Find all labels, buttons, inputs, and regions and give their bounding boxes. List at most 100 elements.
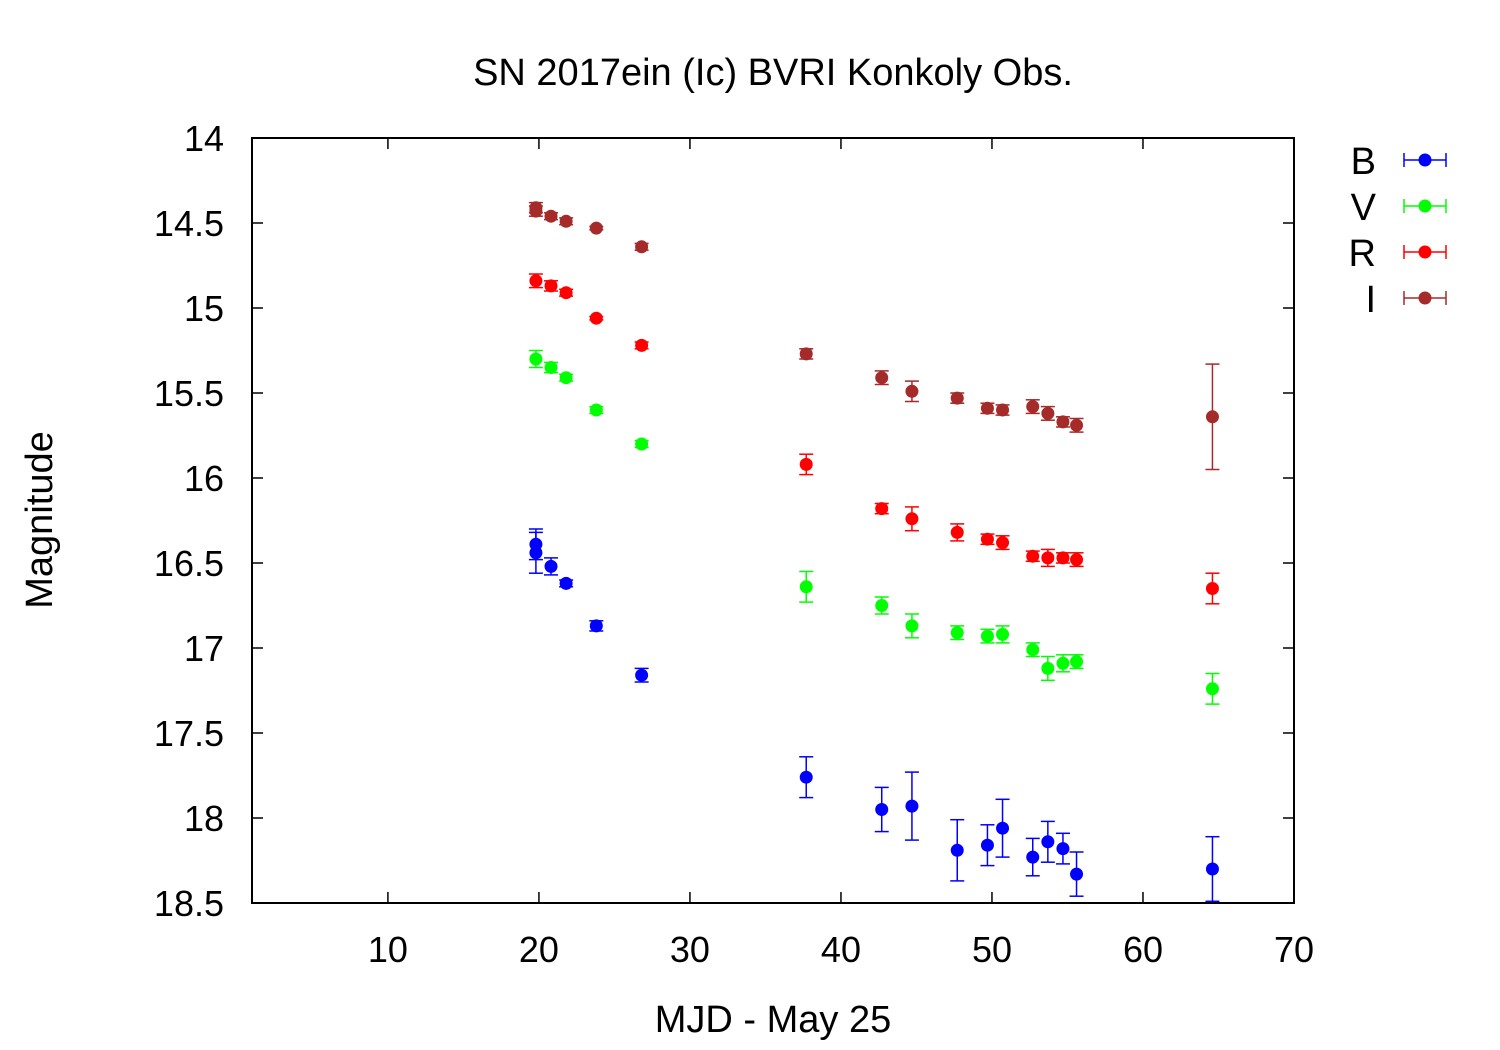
data-point — [950, 626, 964, 640]
x-tick-label: 50 — [972, 929, 1012, 970]
series-B — [528, 528, 1220, 903]
data-point — [559, 371, 573, 385]
data-point — [529, 204, 543, 218]
data-point — [529, 352, 543, 366]
data-point — [875, 502, 889, 516]
legend-label-R: R — [1349, 233, 1376, 275]
data-point — [980, 532, 994, 546]
series-I — [528, 201, 1220, 471]
y-tick-label: 18 — [184, 798, 224, 839]
data-point — [1056, 415, 1070, 429]
data-point — [1070, 418, 1084, 432]
x-tick-label: 20 — [519, 929, 559, 970]
data-point — [1070, 655, 1084, 669]
data-point — [589, 311, 603, 325]
legend-label-B: B — [1351, 141, 1376, 183]
data-point — [875, 371, 889, 385]
data-point — [875, 803, 889, 816]
series-V — [528, 349, 1220, 705]
data-point — [980, 401, 994, 415]
data-point — [1056, 656, 1070, 670]
legend-label-V: V — [1351, 187, 1377, 229]
data-point — [544, 279, 558, 293]
y-tick-label: 14.5 — [154, 203, 224, 244]
data-point — [529, 546, 543, 560]
x-axis-label: MJD - May 25 — [655, 999, 891, 1041]
legend-marker-V — [1418, 199, 1432, 213]
data-point — [529, 274, 543, 288]
data-point — [1056, 842, 1070, 856]
x-tick-label: 30 — [670, 929, 710, 970]
data-point — [875, 599, 889, 612]
data-point — [980, 838, 994, 852]
series-layer — [528, 201, 1220, 903]
data-point — [1056, 551, 1070, 565]
data-point — [980, 629, 994, 643]
data-point — [1041, 551, 1055, 565]
legend-marker-I — [1418, 291, 1432, 305]
data-point — [1070, 867, 1084, 881]
x-tick-label: 40 — [821, 929, 861, 970]
y-axis: 14 14.5 15 15.5 16 16.5 17 17.5 18 18.5 — [154, 118, 1294, 924]
data-point — [1041, 406, 1055, 420]
series-R — [528, 273, 1220, 605]
data-point — [1205, 410, 1219, 424]
data-point — [799, 770, 813, 784]
x-tick-label: 10 — [368, 929, 408, 970]
y-tick-label: 14 — [184, 118, 224, 159]
data-point — [950, 391, 964, 405]
data-point — [905, 619, 919, 633]
data-point — [635, 668, 649, 682]
data-point — [1026, 549, 1040, 563]
data-point — [1026, 643, 1040, 657]
data-point — [905, 384, 919, 398]
data-point — [559, 576, 573, 590]
y-tick-label: 16.5 — [154, 543, 224, 584]
y-tick-label: 18.5 — [154, 883, 224, 924]
x-tick-label: 70 — [1274, 929, 1314, 970]
data-point — [1041, 661, 1055, 675]
data-point — [589, 221, 603, 235]
data-point — [950, 843, 964, 857]
y-tick-label: 17 — [184, 628, 224, 669]
data-point — [1205, 862, 1219, 876]
y-axis-label: Magnitude — [19, 431, 61, 608]
data-point — [559, 286, 573, 300]
data-point — [905, 799, 919, 813]
data-point — [559, 214, 573, 228]
y-tick-label: 16 — [184, 458, 224, 499]
data-point — [799, 347, 813, 361]
data-point — [996, 536, 1010, 550]
data-point — [635, 240, 649, 254]
data-point — [589, 403, 603, 417]
data-point — [635, 437, 649, 451]
legend-marker-R — [1418, 245, 1432, 259]
data-point — [799, 580, 813, 594]
y-tick-label: 17.5 — [154, 713, 224, 754]
y-tick-label: 15.5 — [154, 373, 224, 414]
legend-marker-B — [1418, 153, 1432, 167]
x-tick-label: 60 — [1123, 929, 1163, 970]
data-point — [544, 209, 558, 223]
legend: BVRI — [1349, 141, 1447, 321]
data-point — [1026, 400, 1040, 414]
x-axis: 10 20 30 40 50 60 70 — [368, 138, 1314, 970]
plot-frame — [251, 137, 1295, 904]
y-tick-label: 15 — [184, 288, 224, 329]
legend-label-I: I — [1365, 279, 1376, 321]
data-point — [1070, 553, 1084, 567]
data-point — [1205, 582, 1219, 595]
data-point — [1205, 682, 1219, 696]
chart-title: SN 2017ein (Ic) BVRI Konkoly Obs. — [473, 52, 1073, 94]
data-point — [635, 338, 649, 352]
data-point — [544, 559, 558, 573]
data-point — [996, 821, 1010, 835]
data-point — [996, 627, 1010, 641]
data-point — [996, 403, 1010, 417]
data-point — [950, 525, 964, 539]
data-point — [799, 457, 813, 471]
data-point — [589, 619, 603, 633]
data-point — [544, 361, 558, 374]
data-point — [1041, 835, 1055, 849]
